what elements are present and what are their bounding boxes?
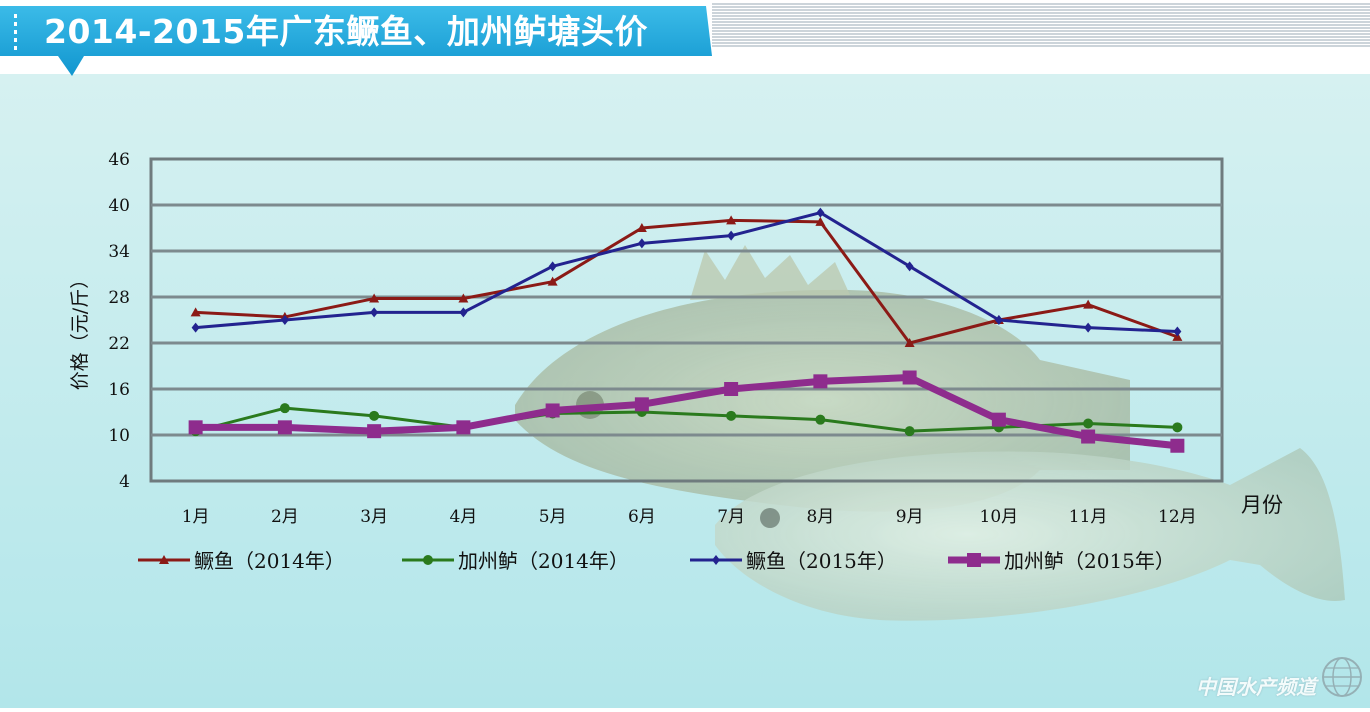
series-line — [195, 406, 1178, 433]
data-point — [456, 420, 471, 435]
x-tick-label: 2月 — [271, 507, 299, 527]
data-point — [724, 382, 739, 396]
legend-label: 加州鲈（2014年） — [458, 549, 629, 573]
x-tick-label: 4月 — [449, 507, 477, 527]
legend-item: 加州鲈（2014年） — [402, 549, 629, 573]
x-tick-label: 8月 — [806, 507, 834, 527]
data-point — [1081, 429, 1096, 444]
gridlines — [151, 203, 1222, 437]
data-point — [369, 293, 380, 303]
x-tick-label: 9月 — [896, 507, 924, 527]
fish-illustration — [515, 245, 1345, 621]
data-point — [636, 223, 647, 232]
plot-area — [149, 157, 1224, 483]
data-point — [815, 414, 826, 425]
x-tick-label: 5月 — [539, 507, 567, 527]
legend-label: 鳜鱼（2015年） — [746, 549, 897, 573]
data-point — [191, 322, 200, 333]
y-tick-label: 46 — [108, 150, 130, 170]
y-tick-label: 16 — [108, 380, 130, 400]
series-line — [195, 218, 1178, 345]
data-point — [816, 207, 825, 218]
data-point — [280, 315, 289, 325]
y-axis-label: 价格（元/斤） — [69, 270, 91, 390]
x-tick-label: 11月 — [1069, 507, 1108, 527]
data-point — [813, 374, 828, 389]
data-point — [423, 555, 433, 565]
y-tick-label: 28 — [108, 288, 130, 308]
title-banner — [0, 6, 712, 76]
data-point — [904, 338, 915, 347]
legend-item: 鳜鱼（2015年） — [690, 549, 897, 573]
series-line — [195, 211, 1178, 333]
data-point — [726, 410, 737, 421]
legend-label: 加州鲈（2015年） — [1004, 549, 1175, 573]
data-point — [815, 216, 826, 226]
data-point — [991, 412, 1006, 427]
data-point — [458, 293, 469, 303]
data-point — [905, 261, 914, 272]
data-point — [279, 403, 290, 414]
data-point — [726, 215, 737, 225]
x-tick-label: 1月 — [182, 507, 210, 527]
data-point — [1172, 422, 1183, 433]
data-point — [1170, 438, 1185, 453]
series-3 — [191, 207, 1182, 337]
data-point — [547, 276, 558, 286]
x-tick-label: 3月 — [360, 507, 388, 527]
x-tick-label: 12月 — [1158, 507, 1197, 527]
data-point — [190, 307, 201, 317]
data-point — [1083, 418, 1094, 429]
data-point — [994, 315, 1003, 325]
legend-item: 加州鲈（2015年） — [948, 549, 1175, 573]
data-point — [1083, 299, 1094, 309]
data-point — [1173, 326, 1182, 337]
data-point — [902, 370, 917, 385]
data-point — [367, 424, 382, 439]
y-tick-label: 34 — [108, 242, 130, 262]
x-tick-label: 10月 — [980, 507, 1019, 527]
legend-item: 鳜鱼（2014年） — [138, 549, 345, 573]
data-point — [370, 307, 379, 318]
x-axis-label: 月份 — [1241, 493, 1283, 517]
data-point — [634, 397, 649, 412]
data-point — [545, 403, 560, 418]
y-tick-label: 22 — [108, 334, 130, 354]
page-title: 2014-2015年广东鳜鱼、加州鲈塘头价 — [44, 12, 648, 51]
data-point — [712, 555, 720, 565]
x-tick-label: 6月 — [628, 507, 656, 527]
legend-label: 鳜鱼（2014年） — [194, 549, 345, 573]
globe-icon — [1322, 657, 1362, 697]
y-tick-label: 10 — [108, 426, 130, 446]
data-point — [904, 426, 915, 437]
y-tick-label: 40 — [108, 196, 130, 216]
data-point — [967, 553, 981, 567]
legend: 鳜鱼（2014年） 加州鲈（2014年） 鳜鱼（2015年） 加州鲈（2015年） — [138, 549, 1175, 573]
data-point — [188, 420, 203, 435]
data-point — [637, 238, 646, 249]
data-point — [727, 230, 736, 241]
series-group — [188, 207, 1185, 453]
dotted-bar-icon — [14, 14, 17, 50]
y-axis-ticks: 46 40 34 28 22 16 10 4 — [108, 150, 130, 492]
watermark: 中国水产频道 — [1196, 675, 1316, 699]
data-point — [1084, 322, 1093, 333]
data-point — [548, 261, 557, 272]
series-4 — [188, 370, 1185, 453]
data-point — [159, 555, 169, 564]
x-tick-label: 7月 — [717, 507, 745, 527]
series-line — [195, 374, 1178, 450]
y-tick-label: 4 — [119, 472, 130, 492]
data-point — [459, 307, 468, 318]
data-point — [277, 420, 292, 435]
x-axis-ticks: 1月 2月 3月 4月 5月 6月 7月 8月 9月 10月 11月 12月 — [182, 507, 1197, 527]
data-point — [369, 410, 380, 421]
header-stripes — [712, 0, 1370, 48]
